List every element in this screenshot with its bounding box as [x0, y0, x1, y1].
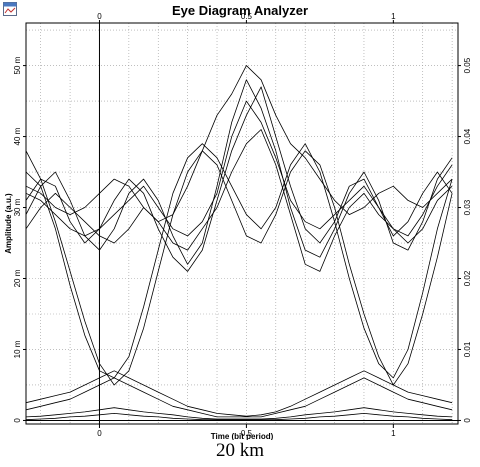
eye-trace-7	[25, 65, 453, 223]
app-window-icon	[3, 2, 17, 16]
x-tick-label-bottom: 0	[97, 429, 102, 438]
eye-trace-1	[25, 150, 453, 386]
y-tick-label-left: 0	[13, 418, 22, 423]
eye-trace-9	[25, 370, 453, 417]
eye-trace-2	[25, 143, 453, 379]
y-tick-label-left: 10 m	[13, 340, 22, 358]
y-tick-label-right: 0.02	[463, 270, 472, 286]
chart-title: Eye Diagram Analyzer	[171, 3, 309, 18]
y-tick-label-right: 0.01	[463, 341, 472, 357]
x-tick-label-bottom: 0.5	[241, 429, 253, 438]
eye-diagram-chart: 0 0.5 1 0 0.5 1 0 10 m 20 m 30 m 40 m 50 m 0 0.01 0.02…	[4, 12, 472, 440]
x-tick-label-top: 1	[391, 12, 396, 21]
eye-trace-10	[25, 407, 453, 420]
y-axis-label: Amplitude (a.u.)	[4, 193, 13, 254]
y-tick-label-right: 0	[463, 418, 472, 423]
x-tick-label-top: 0.5	[241, 12, 253, 21]
eye-trace-6	[25, 86, 453, 272]
grid-lines	[26, 23, 458, 424]
axis-ticks: 0 0.5 1 0 0.5 1 0 10 m 20 m 30 m 40 m 50 m 0 0.01 0.02…	[13, 12, 472, 438]
y-tick-label-right: 0.05	[463, 57, 472, 73]
plot-frame	[25, 22, 459, 425]
eye-trace-4	[25, 79, 453, 265]
x-axis-label: Time (bit period)	[211, 432, 274, 440]
eye-trace-5	[25, 129, 453, 272]
x-tick-label-top: 0	[97, 12, 102, 21]
y-tick-label-right: 0.04	[463, 128, 472, 144]
y-tick-label-right: 0.03	[463, 199, 472, 215]
y-tick-label-left: 50 m	[13, 56, 22, 74]
y-tick-label-left: 40 m	[13, 127, 22, 145]
y-tick-label-left: 30 m	[13, 198, 22, 216]
y-tick-label-left: 20 m	[13, 269, 22, 287]
eye-trace-8	[25, 377, 453, 418]
eye-traces	[25, 65, 453, 421]
x-tick-label-bottom: 1	[391, 429, 396, 438]
figure-caption: 20 km	[215, 440, 265, 461]
eye-trace-11	[25, 413, 453, 421]
eye-trace-3	[25, 100, 453, 237]
